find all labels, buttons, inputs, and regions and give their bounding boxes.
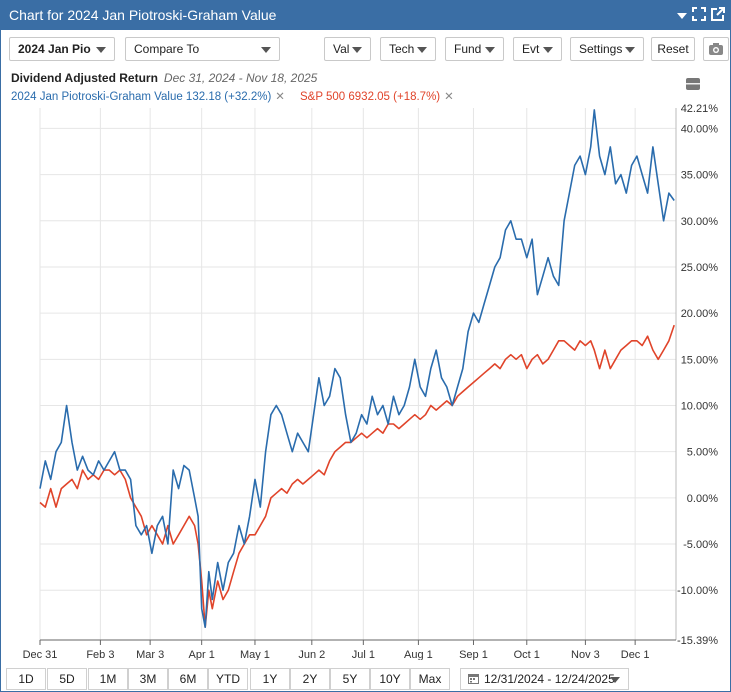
title-bar: Chart for 2024 Jan Piotroski-Graham Valu…: [0, 0, 731, 30]
y-tick-label: 15.00%: [681, 354, 719, 366]
range-button-max[interactable]: Max: [410, 668, 450, 690]
grid: [39, 108, 676, 640]
series-line-sp500: [39, 324, 675, 628]
x-axis: Dec 31 Feb 3 Mar 3 Apr 1 May 1 Jun 2 Jul 1 Aug …: [23, 639, 676, 660]
compare-dropdown[interactable]: Compare To: [125, 37, 280, 61]
range-button-1d[interactable]: 1D: [6, 668, 46, 690]
x-tick-label: Nov 3: [571, 649, 600, 660]
table-view-button[interactable]: [685, 77, 701, 91]
val-dropdown[interactable]: Val: [324, 37, 371, 61]
tech-label: Tech: [389, 42, 415, 56]
chevron-down-icon: [417, 47, 427, 53]
y-top-label: 42.21%: [681, 103, 719, 115]
reset-button[interactable]: Reset: [651, 37, 695, 61]
y-axis: 40.00% 35.00% 30.00% 25.00% 20.00% 15.00% 10.0…: [675, 103, 719, 647]
screenshot-button[interactable]: [703, 37, 729, 61]
x-tick-label: May 1: [240, 649, 270, 660]
legend-fund: 2024 Jan Piotroski-Graham Value 132.18 (…: [11, 89, 285, 103]
series-lines: [39, 109, 675, 628]
x-tick-label: Dec 1: [621, 649, 650, 660]
return-mode: Dividend Adjusted Return: [11, 71, 158, 85]
range-button-2y[interactable]: 2Y: [290, 668, 330, 690]
y-tick-label: 40.00%: [681, 123, 719, 135]
range-button-1m[interactable]: 1M: [88, 668, 128, 690]
range-button-3m[interactable]: 3M: [128, 668, 168, 690]
chevron-down-icon: [543, 47, 553, 53]
chevron-down-icon: [625, 47, 635, 53]
range-button-5d[interactable]: 5D: [47, 668, 87, 690]
chart-header: Dividend Adjusted Return Dec 31, 2024 - N…: [11, 71, 317, 85]
chevron-down-icon: [261, 47, 271, 53]
popout-icon[interactable]: [711, 7, 725, 25]
date-range-picker[interactable]: 12/31/2024 - 12/24/2025: [460, 668, 629, 690]
range-button-ytd[interactable]: YTD: [208, 668, 248, 690]
collapse-icon[interactable]: [676, 8, 688, 26]
fund-dropdown[interactable]: Fund: [445, 37, 504, 61]
fund-label: Fund: [454, 42, 482, 56]
range-bar: 1D 5D 1M 3M 6M YTD 1Y 2Y 5Y 10Y Max 12/31/2024 - 1…: [0, 668, 731, 692]
y-bottom-label: -15.39%: [677, 635, 718, 647]
chevron-down-icon: [610, 677, 620, 683]
evt-label: Evt: [522, 42, 540, 56]
x-tick-label: Dec 31: [23, 649, 58, 660]
x-tick-label: Jul 1: [352, 649, 375, 660]
x-tick-label: Apr 1: [189, 649, 215, 660]
chevron-down-icon: [485, 47, 495, 53]
remove-fund-icon[interactable]: ✕: [275, 91, 285, 103]
y-tick-label: 30.00%: [681, 216, 719, 228]
x-tick-label: Mar 3: [136, 649, 164, 660]
date-range-label: 12/31/2024 - 12/24/2025: [484, 672, 615, 686]
range-button-6m[interactable]: 6M: [168, 668, 208, 690]
range-button-1y[interactable]: 1Y: [250, 668, 290, 690]
tech-dropdown[interactable]: Tech: [380, 37, 436, 61]
legend-fund-label: 2024 Jan Piotroski-Graham Value 132.18 (…: [11, 91, 272, 103]
y-tick-label: 0.00%: [687, 493, 718, 505]
y-tick-label: 10.00%: [681, 400, 719, 412]
settings-label: Settings: [579, 42, 623, 56]
legend-sp500-label: S&P 500 6932.05 (+18.7%): [300, 91, 441, 103]
x-tick-label: Sep 1: [459, 649, 488, 660]
chart-area[interactable]: 40.00% 35.00% 30.00% 25.00% 20.00% 15.00% 10.0…: [0, 100, 731, 660]
range-button-10y[interactable]: 10Y: [370, 668, 410, 690]
y-tick-label: 20.00%: [681, 308, 719, 320]
settings-dropdown[interactable]: Settings: [570, 37, 644, 61]
x-tick-label: Oct 1: [514, 649, 540, 660]
chevron-down-icon: [352, 47, 362, 53]
toolbar: 2024 Jan Pio Compare To Val Tech Fund Ev…: [0, 37, 731, 61]
date-span: Dec 31, 2024 - Nov 18, 2025: [163, 71, 318, 85]
window-title: Chart for 2024 Jan Piotroski-Graham Valu…: [9, 7, 277, 23]
range-button-5y[interactable]: 5Y: [330, 668, 370, 690]
x-tick-label: Aug 1: [404, 649, 433, 660]
symbol-dropdown[interactable]: 2024 Jan Pio: [9, 37, 115, 61]
camera-icon: [709, 43, 723, 55]
y-tick-label: 5.00%: [687, 447, 718, 459]
y-tick-label: 25.00%: [681, 262, 719, 274]
legend-sp500: S&P 500 6932.05 (+18.7%) ✕: [300, 89, 454, 103]
y-tick-label: -5.00%: [683, 539, 718, 551]
series-line-fund: [39, 109, 675, 628]
symbol-label: 2024 Jan Pio: [18, 42, 91, 56]
chevron-down-icon: [96, 47, 106, 53]
remove-sp500-icon[interactable]: ✕: [444, 91, 454, 103]
x-tick-label: Feb 3: [86, 649, 114, 660]
compare-label: Compare To: [134, 42, 200, 56]
x-tick-label: Jun 2: [298, 649, 325, 660]
y-tick-label: 35.00%: [681, 170, 719, 182]
evt-dropdown[interactable]: Evt: [513, 37, 562, 61]
table-icon: [686, 78, 700, 90]
calendar-icon: [468, 674, 479, 684]
val-label: Val: [333, 42, 350, 56]
fullscreen-icon[interactable]: [692, 7, 706, 25]
y-tick-label: -10.00%: [677, 585, 718, 597]
